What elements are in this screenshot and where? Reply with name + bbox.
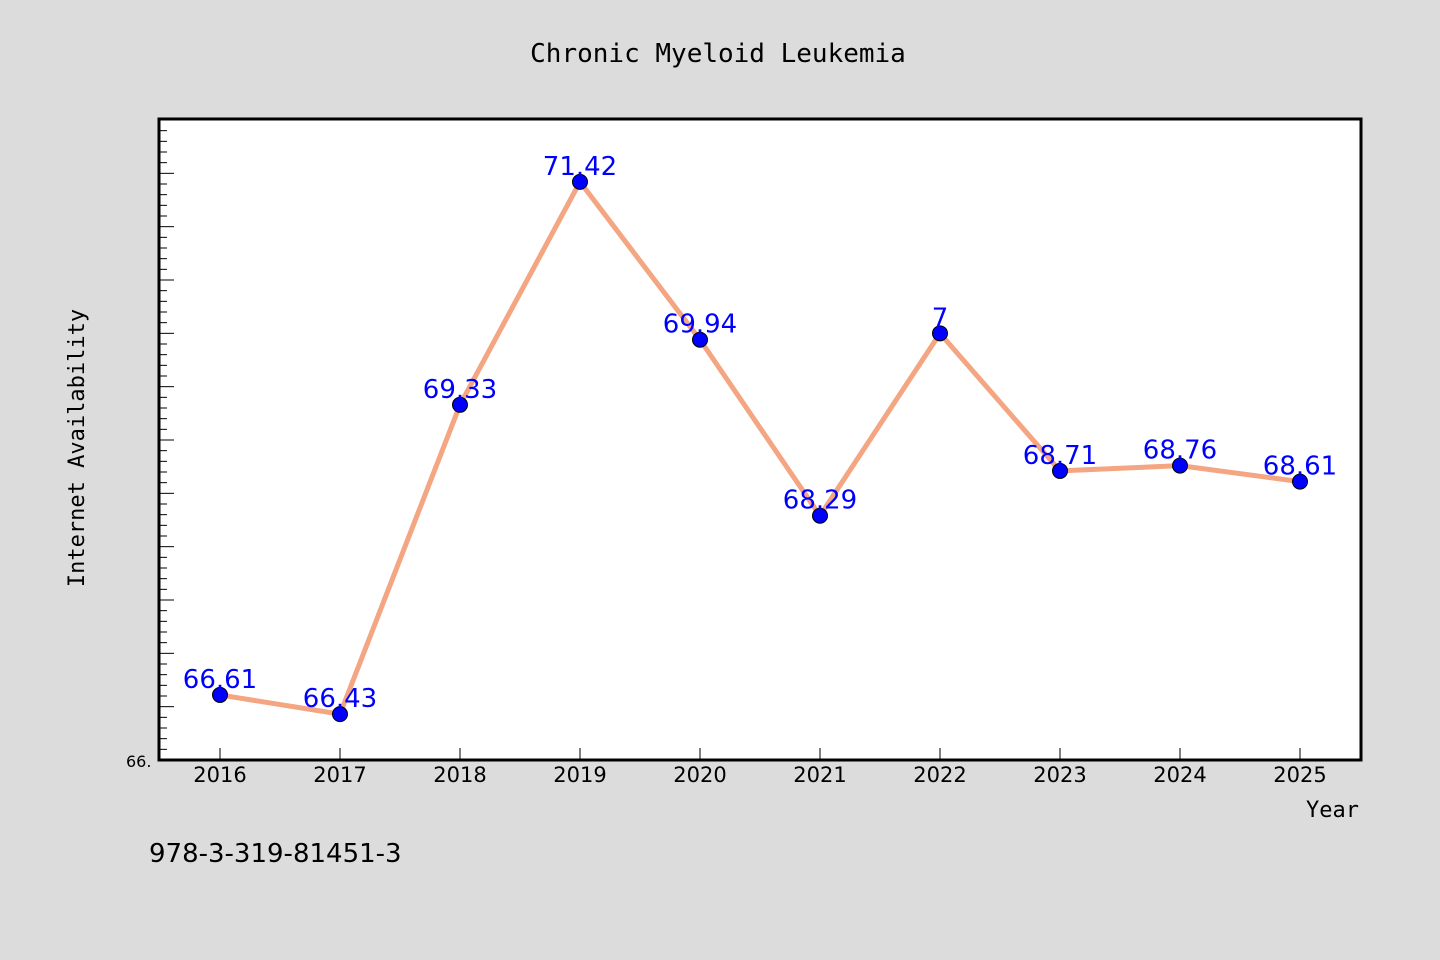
series-layer: [217, 179, 1303, 717]
data-label: 7: [932, 303, 949, 333]
data-label: 69.94: [663, 310, 737, 340]
x-axis-title: Year: [1306, 798, 1359, 823]
x-tick-label: 2023: [1033, 763, 1086, 787]
y-tick-label: 66.: [126, 752, 151, 771]
data-point: [1292, 473, 1308, 490]
data-label: 66.61: [183, 665, 257, 695]
x-tick-label: 2019: [553, 763, 606, 787]
data-label: 68.29: [783, 486, 857, 516]
data-point: [212, 686, 228, 703]
data-point: [1172, 457, 1188, 474]
x-tick-label: 2025: [1273, 763, 1326, 787]
x-tick-label: 2016: [193, 763, 246, 787]
x-axis-ticks: 2016 2017 2018 2019 2020 2021 2022 2023 2024 2025: [193, 748, 1327, 787]
data-point: [452, 396, 468, 413]
y-axis-ticks: [160, 119, 174, 750]
series-line: [217, 179, 1303, 717]
x-tick-label: 2018: [433, 763, 486, 787]
data-label: 68.71: [1023, 441, 1097, 471]
data-label: 68.61: [1263, 452, 1337, 482]
x-tick-label: 2024: [1153, 763, 1206, 787]
data-label: 66.43: [303, 684, 377, 714]
data-point: [932, 325, 948, 342]
data-label-layer: 66.61 66.43 69.33 71.42 69.94 68.29 7 68.71 68.7…: [183, 152, 1337, 714]
marker-layer: [212, 173, 1308, 723]
plot-area: [157, 117, 1363, 762]
data-label: 71.42: [543, 152, 617, 182]
data-label: 68.76: [1143, 436, 1217, 466]
chart-title: Chronic Myeloid Leukemia: [530, 39, 906, 69]
isbn-text: 978-3-319-81451-3: [149, 839, 402, 869]
data-point: [812, 507, 828, 524]
y-axis-title: Internet Availability: [65, 309, 90, 587]
data-label: 69.33: [423, 375, 497, 405]
data-point: [692, 331, 708, 348]
x-tick-label: 2021: [793, 763, 846, 787]
x-tick-label: 2017: [313, 763, 366, 787]
data-point: [572, 173, 588, 190]
x-tick-label: 2020: [673, 763, 726, 787]
data-point: [1052, 462, 1068, 479]
x-tick-label: 2022: [913, 763, 966, 787]
data-point: [332, 706, 348, 723]
